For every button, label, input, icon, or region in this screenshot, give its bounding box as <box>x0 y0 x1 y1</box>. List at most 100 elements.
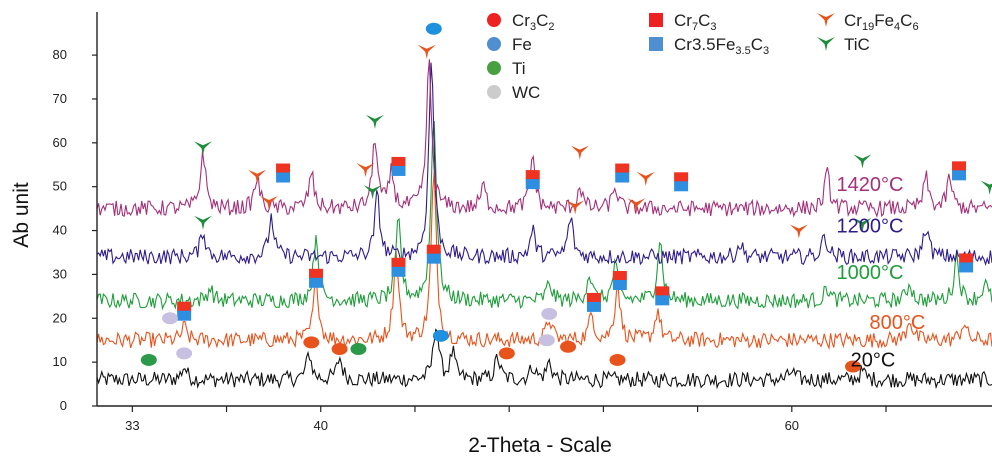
x-tick-label: 60 <box>785 418 799 433</box>
triangle-marker-shape <box>356 163 375 178</box>
cr-fe-c-square <box>309 277 324 288</box>
triangle-marker-shape <box>259 196 278 211</box>
phase-marker-circle <box>432 329 449 342</box>
triangle-marker-shape <box>193 141 212 156</box>
series-line <box>96 121 992 311</box>
phase-marker-triangle <box>636 171 655 186</box>
temperature-label: 1200°C <box>837 216 904 238</box>
cr7c3-square <box>391 156 406 167</box>
phase-marker-circle <box>176 347 193 360</box>
cr7c3-square <box>612 270 627 281</box>
triangle-marker-shape <box>817 37 835 51</box>
phase-marker-circle <box>538 334 555 347</box>
cr-fe-c-square <box>674 181 689 192</box>
y-tick-label: 70 <box>53 91 67 106</box>
legend-marker-cr7c3 <box>649 13 663 27</box>
legend-marker-cr35fe35c3 <box>649 37 663 51</box>
y-ticks: 0 10 20 30 40 50 60 70 80 <box>53 47 97 413</box>
phase-marker-circle <box>845 360 862 373</box>
legend-label: Cr3.5Fe3.5C3 <box>674 35 769 57</box>
series-lines <box>96 59 992 390</box>
temperature-labels: 1420°C 1200°C 1000°C 800°C 20°C <box>837 174 926 371</box>
phase-marker-triangle <box>365 114 384 129</box>
cr7c3-square <box>586 292 601 303</box>
phase-marker-squares <box>177 301 192 321</box>
series-line <box>96 62 992 267</box>
triangle-marker-shape <box>627 198 646 213</box>
phase-marker-circle <box>425 22 442 35</box>
cr-fe-c-square <box>952 170 967 181</box>
y-tick-label: 60 <box>53 135 67 150</box>
phase-marker-squares <box>674 172 689 192</box>
temperature-label: 1000°C <box>837 262 904 284</box>
cr7c3-square <box>276 163 291 174</box>
phase-marker-squares <box>276 163 291 183</box>
phase-marker-circle <box>140 353 157 366</box>
phase-marker-triangle <box>627 198 646 213</box>
legend-label: Cr7C3 <box>674 11 716 33</box>
phase-marker-squares <box>426 244 441 264</box>
phase-marker-squares <box>959 253 974 273</box>
cr-fe-c-square <box>177 310 192 321</box>
cr-fe-c-square <box>426 253 441 264</box>
cr7c3-square <box>426 244 441 255</box>
phase-marker-squares <box>309 268 324 288</box>
legend-label: WC <box>512 83 540 102</box>
phase-marker-triangle <box>417 44 436 59</box>
legend-label: Cr19Fe4C6 <box>844 11 919 33</box>
phase-marker-squares <box>391 257 406 277</box>
cr7c3-square <box>615 163 630 174</box>
x-tick-label: 40 <box>314 418 328 433</box>
phase-marker-triangle <box>853 217 872 232</box>
triangle-marker-shape <box>566 200 585 215</box>
phase-marker-triangle <box>363 185 382 200</box>
phase-marker-circle <box>303 336 320 349</box>
cr7c3-square <box>655 286 670 297</box>
cr-fe-c-square <box>959 262 974 273</box>
legend-marker-fe <box>487 37 501 51</box>
y-axis-title: Ab unit <box>10 182 33 248</box>
phase-marker-circle <box>541 307 558 320</box>
cr-fe-c-square <box>615 172 630 183</box>
cr-fe-c-square <box>525 179 540 190</box>
legend-label: Ti <box>512 59 526 78</box>
legend-label: Fe <box>512 35 532 54</box>
phase-marker-triangle <box>980 180 992 195</box>
temperature-label: 800°C <box>870 312 926 334</box>
legend-marker-cr19fe4c6 <box>817 13 835 27</box>
y-tick-label: 10 <box>53 354 67 369</box>
phase-marker-squares <box>586 292 601 312</box>
phase-markers <box>140 22 992 373</box>
x-ticks: 33 40 60 <box>125 406 887 433</box>
y-tick-label: 80 <box>53 47 67 62</box>
x-axis-title: 2-Theta - Scale <box>468 434 612 457</box>
legend-marker-tic <box>817 37 835 51</box>
phase-marker-circle <box>331 342 348 355</box>
phase-marker-triangle <box>356 163 375 178</box>
phase-marker-squares <box>655 286 670 306</box>
temperature-label: 20°C <box>851 350 896 372</box>
series-line <box>96 59 992 218</box>
y-tick-label: 0 <box>60 398 67 413</box>
phase-marker-squares <box>952 161 967 181</box>
triangle-marker-shape <box>636 171 655 186</box>
triangle-marker-shape <box>817 13 835 27</box>
phase-marker-circle <box>162 312 179 325</box>
legend-marker-ti <box>487 61 501 75</box>
triangle-marker-shape <box>853 217 872 232</box>
triangle-marker-shape <box>570 145 589 160</box>
phase-marker-circle <box>560 340 577 353</box>
phase-marker-squares <box>525 170 540 190</box>
triangle-marker-shape <box>248 169 267 184</box>
phase-marker-squares <box>391 156 406 176</box>
phase-marker-circle <box>350 342 367 355</box>
x-tick-label: 33 <box>125 418 139 433</box>
phase-marker-triangle <box>566 200 585 215</box>
phase-marker-triangle <box>259 196 278 211</box>
cr-fe-c-square <box>391 165 406 176</box>
phase-marker-triangle <box>193 215 212 230</box>
phase-marker-squares <box>612 270 627 290</box>
phase-marker-circle <box>498 347 515 360</box>
cr-fe-c-square <box>586 301 601 312</box>
